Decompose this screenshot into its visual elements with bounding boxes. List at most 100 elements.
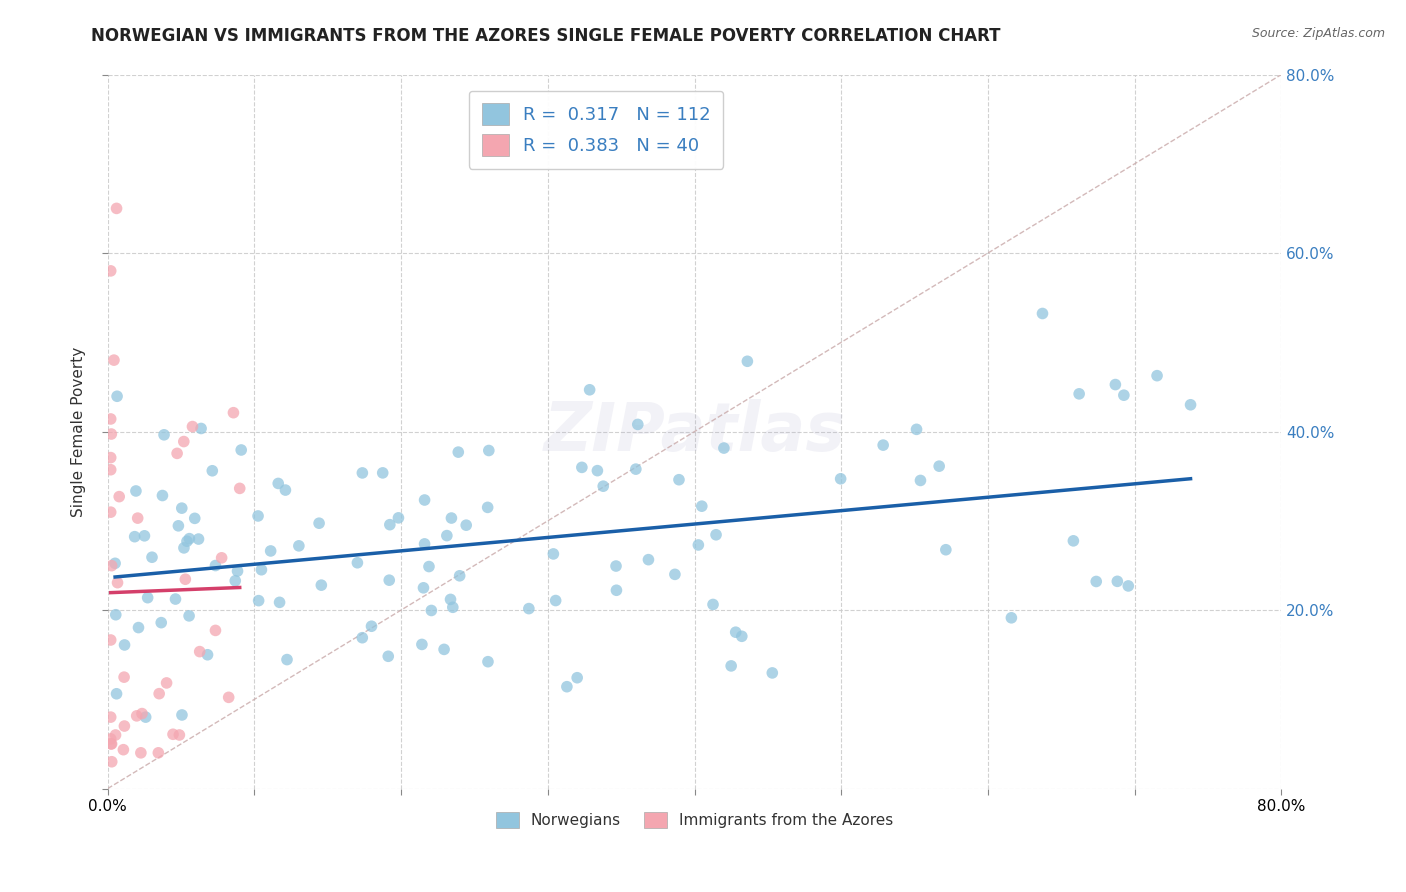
Point [571,460,593,475]
Point [439,592,461,607]
Point [413,537,436,551]
Point [688,538,710,552]
Point [637,552,659,566]
Point [105,202,128,216]
Point [440,511,463,525]
Point [125,709,148,723]
Point [360,619,382,633]
Point [218,690,240,705]
Point [664,567,686,582]
Point [935,542,957,557]
Point [100,737,122,751]
Point [1146,368,1168,383]
Point [187,532,209,546]
Point [352,631,374,645]
Point [184,511,207,525]
Point [668,473,690,487]
Point [260,544,283,558]
Point [108,490,131,504]
Point [1085,574,1108,589]
Point [162,727,184,741]
Point [148,687,170,701]
Point [346,556,368,570]
Point [1000,611,1022,625]
Point [100,463,122,477]
Point [737,354,759,368]
Point [165,592,187,607]
Point [420,603,443,617]
Point [100,731,122,746]
Point [105,687,128,701]
Point [690,499,713,513]
Point [150,615,173,630]
Point [226,564,249,578]
Point [447,445,470,459]
Point [605,559,627,574]
Point [477,500,499,515]
Point [169,728,191,742]
Point [224,574,246,588]
Point [204,558,226,573]
Point [188,645,211,659]
Point [276,652,298,666]
Point [134,529,156,543]
Point [1112,388,1135,402]
Point [704,528,727,542]
Point [544,593,567,607]
Point [1107,574,1129,589]
Point [228,482,250,496]
Point [167,518,190,533]
Point [112,670,135,684]
Point [211,550,233,565]
Point [176,534,198,549]
Point [578,383,600,397]
Point [1062,533,1084,548]
Point [905,422,928,436]
Point [104,728,127,742]
Point [131,706,153,721]
Point [114,638,136,652]
Point [190,421,212,435]
Point [928,459,950,474]
Point [129,746,152,760]
Point [104,557,127,571]
Point [308,516,330,531]
Point [477,655,499,669]
Point [100,450,122,465]
Point [720,659,742,673]
Point [418,559,440,574]
Point [100,558,122,573]
Point [100,427,122,442]
Point [112,719,135,733]
Point [449,569,471,583]
Point [378,517,401,532]
Point [104,607,127,622]
Point [166,446,188,460]
Point [107,575,129,590]
Point [274,483,297,497]
Point [100,412,122,426]
Point [152,489,174,503]
Legend: Norwegians, Immigrants from the Azores: Norwegians, Immigrants from the Azores [489,806,900,834]
Point [713,441,735,455]
Point [441,600,464,615]
Text: NORWEGIAN VS IMMIGRANTS FROM THE AZORES SINGLE FEMALE POVERTY CORRELATION CHART: NORWEGIAN VS IMMIGRANTS FROM THE AZORES … [91,27,1001,45]
Point [311,578,333,592]
Point [543,547,565,561]
Text: Source: ZipAtlas.com: Source: ZipAtlas.com [1251,27,1385,40]
Point [170,708,193,723]
Point [155,676,177,690]
Point [478,443,501,458]
Point [517,601,540,615]
Point [269,595,291,609]
Point [910,474,932,488]
Text: ZIPatlas: ZIPatlas [544,399,845,465]
Point [1116,579,1139,593]
Point [586,464,609,478]
Point [181,419,204,434]
Point [135,710,157,724]
Point [100,632,122,647]
Point [197,648,219,662]
Point [136,591,159,605]
Point [387,511,409,525]
